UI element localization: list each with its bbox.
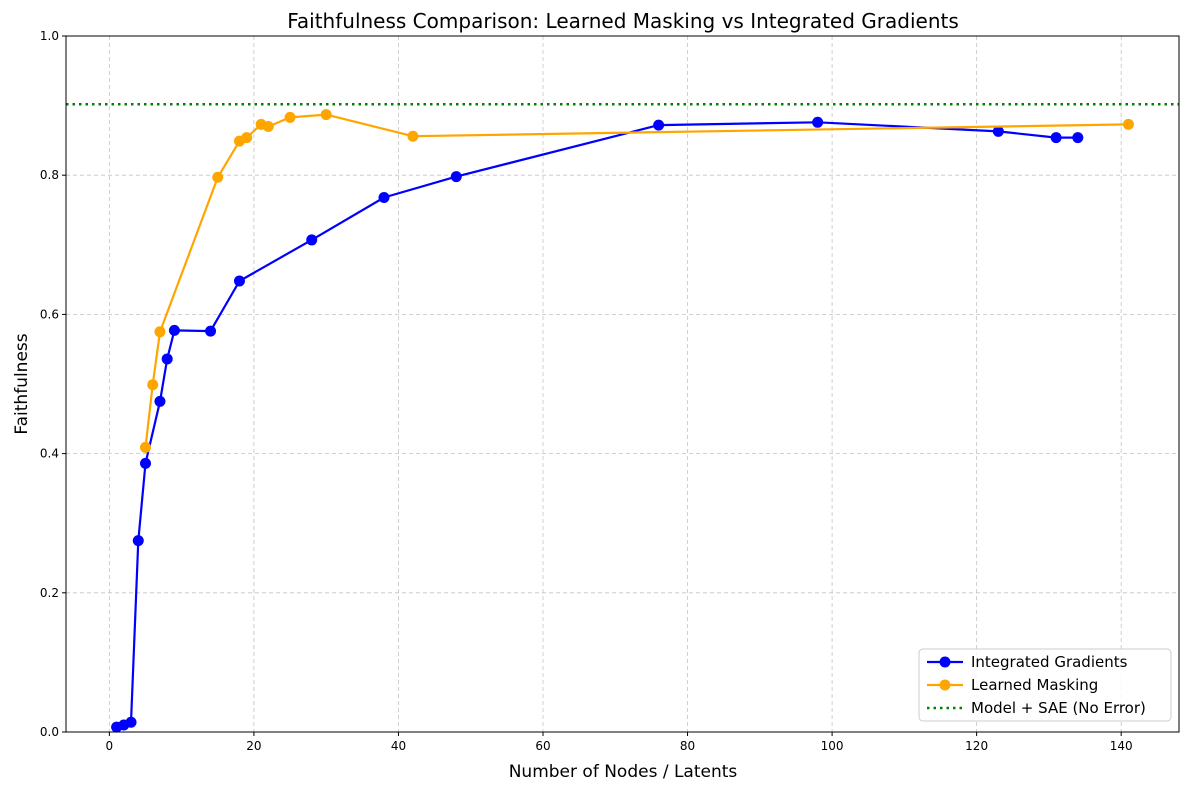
grid-layer <box>66 35 1179 733</box>
y-tick-label: 0.0 <box>40 725 59 739</box>
legend-marker <box>939 679 951 691</box>
data-point <box>233 275 245 287</box>
data-point <box>450 171 462 183</box>
data-point <box>205 325 217 337</box>
legend-box <box>918 648 1172 722</box>
x-tick-label: 120 <box>965 739 988 753</box>
data-point <box>1122 118 1134 130</box>
data-point <box>140 441 151 453</box>
data-point <box>992 125 1004 137</box>
data-point <box>653 119 665 131</box>
x-tick-label: 60 <box>535 739 550 753</box>
legend: Integrated Gradients Learned Masking Model… <box>918 648 1172 722</box>
x-tick-label: 40 <box>391 739 406 753</box>
x-tick-label: 0 <box>106 739 114 753</box>
ticks-layer: 0 20 40 60 80 100 120 140 0.0 0.2 0.4 0.6 0.8 1.0 <box>40 29 1133 753</box>
data-point <box>1072 132 1084 144</box>
y-tick-label: 0.2 <box>40 586 59 600</box>
data-point <box>168 324 180 336</box>
legend-label: Integrated Gradients <box>971 653 1128 671</box>
y-tick-label: 0.6 <box>40 307 59 321</box>
data-point <box>154 326 166 338</box>
series-group <box>111 116 1084 733</box>
plot-frame <box>65 35 1180 733</box>
legend-marker <box>939 656 951 668</box>
series-line <box>144 113 1129 448</box>
data-point <box>306 234 318 246</box>
x-tick-label: 80 <box>680 739 695 753</box>
series-line <box>116 121 1078 729</box>
chart-title: Faithfulness Comparison: Learned Masking… <box>287 9 959 33</box>
data-point <box>262 120 274 132</box>
data-point <box>284 111 296 123</box>
data-point <box>147 379 159 391</box>
data-point <box>320 109 332 121</box>
series-layer <box>111 109 1134 733</box>
data-point <box>140 457 151 469</box>
y-tick-label: 0.4 <box>40 447 59 461</box>
y-tick-label: 0.8 <box>40 168 59 182</box>
legend-label: Model + SAE (No Error) <box>971 699 1146 717</box>
x-tick-label: 140 <box>1110 739 1133 753</box>
data-point <box>378 191 390 203</box>
y-axis-title: Faithfulness <box>12 333 32 434</box>
x-axis-title: Number of Nodes / Latents <box>509 762 738 782</box>
legend-label: Learned Masking <box>971 676 1098 694</box>
data-point <box>212 171 224 183</box>
data-point <box>161 353 173 365</box>
data-point <box>407 130 419 142</box>
x-tick-label: 100 <box>821 739 844 753</box>
data-point <box>1050 132 1062 144</box>
data-point <box>125 716 137 728</box>
y-tick-label: 1.0 <box>40 29 59 43</box>
data-point <box>154 395 166 407</box>
data-point <box>132 535 144 547</box>
data-point <box>812 116 824 128</box>
series-group <box>140 109 1134 453</box>
data-point <box>241 132 253 144</box>
x-tick-label: 20 <box>246 739 261 753</box>
